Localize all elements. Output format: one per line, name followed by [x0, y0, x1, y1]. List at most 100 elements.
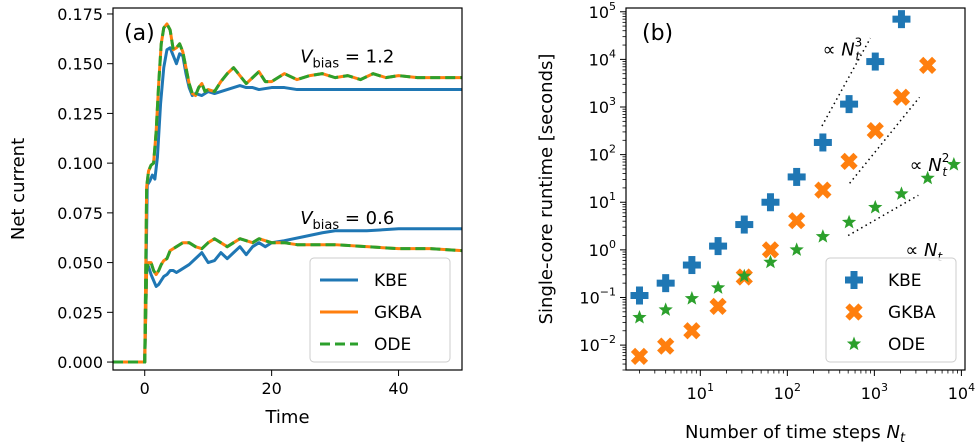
data-point-gkba — [657, 337, 675, 355]
x-tick-exp: 1 — [707, 381, 714, 394]
y-tick-label: 0.075 — [57, 204, 103, 223]
scaling-guide-sub: t — [855, 50, 861, 64]
x-tick-exp: 4 — [968, 381, 975, 394]
x-tick-label: 103 — [861, 381, 888, 403]
data-point-gkba-b — [761, 241, 780, 259]
scaling-guide-var: N — [928, 155, 941, 176]
data-point-ode — [894, 186, 909, 200]
panel-b-axes-frame — [625, 7, 966, 371]
panel-b-legend: KBE GKBA ODE — [825, 257, 957, 363]
data-point-gkba — [892, 88, 911, 106]
y-tick-label: 0.125 — [57, 104, 103, 123]
series-line-ode-4 — [113, 22, 462, 364]
y-tick-label: 10−2 — [579, 333, 616, 355]
y-tick-label: 102 — [589, 143, 616, 165]
panel-b-x-axis-label-var: N — [886, 422, 899, 443]
scaling-guide-label: ∝ N3 t — [823, 36, 863, 64]
y-tick-label: 104 — [589, 47, 616, 69]
y-tick-exp: 5 — [609, 0, 616, 13]
scaling-guide-line — [847, 194, 919, 237]
series-line-kbe-1 — [113, 227, 462, 364]
y-tick-label: 0.050 — [57, 254, 103, 273]
data-point-kbe-v — [819, 133, 827, 152]
y-tick-base: 10 — [589, 241, 609, 260]
data-point-gkba-b — [630, 347, 649, 365]
scaling-guide-line — [821, 37, 872, 127]
x-tick-label: 20 — [261, 379, 281, 398]
legend-label-gkba: GKBA — [374, 303, 422, 323]
y-tick-label: 100 — [589, 238, 616, 260]
panel-a-ticks: 0 20 40 0.000 0.025 0.050 0.075 0.100 0.125 0.150… — [57, 5, 409, 398]
panel-b-x-axis-label: Number of time steps Nt — [685, 422, 906, 444]
legend-label-kbe: KBE — [374, 271, 408, 291]
legend-label-kbe: KBE — [888, 271, 922, 291]
y-tick-base: 10 — [589, 3, 609, 22]
annotation-var: V — [300, 47, 314, 68]
scaling-guide-prop: ∝ — [905, 240, 924, 261]
annotation-var: V — [300, 208, 314, 229]
scaling-guide-label: ∝ Nt — [905, 240, 943, 264]
data-point-ode — [763, 254, 778, 269]
y-tick-exp: −1 — [600, 285, 616, 298]
data-point-kbe-v — [740, 215, 748, 234]
data-point-kbe — [866, 52, 885, 71]
annotation-value: = 1.2 — [339, 47, 394, 68]
scaling-guide-prop: ∝ — [910, 155, 929, 176]
data-point-ode — [684, 291, 700, 305]
data-point-ode — [737, 268, 752, 283]
x-tick-base: 10 — [948, 384, 968, 403]
data-point-gkba — [709, 297, 727, 316]
data-point-kbe — [630, 286, 649, 305]
legend-marker-kbe — [845, 271, 863, 289]
y-tick-label: 101 — [589, 190, 616, 212]
y-tick-exp: 4 — [609, 47, 616, 60]
scaling-guide-prop: ∝ — [823, 40, 842, 61]
annotation-sub: bias — [313, 57, 340, 72]
panel-a-x-axis-label: Time — [264, 407, 309, 428]
data-point-gkba-b — [657, 337, 675, 355]
scaling-guide-sub: t — [942, 165, 948, 179]
x-tick-label: 40 — [388, 379, 408, 398]
legend-label-ode: ODE — [888, 335, 925, 355]
data-point-gkba-b — [709, 297, 727, 316]
y-tick-label: 0.000 — [57, 353, 103, 372]
y-tick-base: 10 — [589, 98, 609, 117]
scaling-guide-var: N — [841, 40, 854, 61]
panel-a-lines — [113, 22, 462, 364]
data-point-ode — [868, 199, 883, 214]
data-point-kbe — [682, 256, 701, 275]
y-tick-exp: 2 — [609, 143, 616, 156]
data-point-gkba — [840, 152, 858, 171]
data-point-kbe-v — [662, 274, 670, 293]
panel-b-x-axis-label-text: Number of time steps — [685, 422, 887, 443]
scaling-guide-sub: t — [937, 250, 943, 264]
panel-a-plot-area — [113, 22, 462, 364]
data-point-gkba-b — [788, 212, 806, 230]
scaling-guide-label: ∝ N2 t — [910, 151, 950, 179]
y-tick-exp: 1 — [609, 190, 616, 203]
y-tick-label: 10−1 — [579, 285, 616, 307]
data-point-kbe-v — [714, 237, 722, 256]
legend-marker-ode — [846, 336, 862, 351]
panel-a-axes-frame — [112, 7, 463, 371]
x-tick-label: 101 — [687, 381, 714, 403]
data-point-kbe — [813, 133, 832, 152]
x-tick-base: 10 — [861, 384, 881, 403]
panel-a-y-axis-label: Net current — [8, 138, 29, 240]
data-point-kbe — [787, 167, 806, 186]
data-point-kbe — [735, 215, 754, 234]
legend-marker-kbe-v — [850, 271, 858, 289]
y-tick-exp: 0 — [609, 238, 616, 251]
data-point-gkba-b — [814, 181, 832, 199]
panel-a-label: (a) — [124, 21, 155, 46]
panel-a-legend-box — [309, 257, 451, 363]
scaling-guide-sup: 3 — [855, 36, 863, 50]
y-tick-label: 0.025 — [57, 303, 103, 322]
data-point-ode — [920, 170, 935, 185]
data-point-gkba — [814, 181, 832, 199]
data-point-ode — [841, 214, 857, 229]
x-tick-exp: 2 — [794, 381, 801, 394]
data-point-ode — [789, 242, 804, 256]
data-point-gkba-b — [892, 88, 911, 106]
